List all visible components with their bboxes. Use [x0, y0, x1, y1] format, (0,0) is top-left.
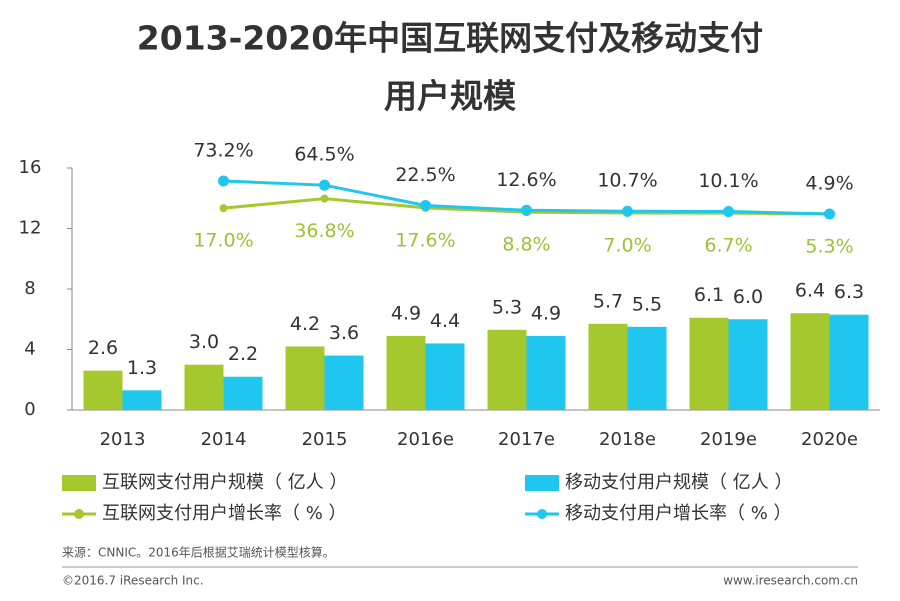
legend-label: 移动支付用户规模（ 亿人 ） [565, 472, 792, 493]
legend-swatch [537, 509, 547, 519]
bar-value-label: 2.6 [88, 337, 118, 359]
x-tick-label: 2015 [302, 429, 348, 450]
legend-swatch [525, 475, 559, 491]
line-point [521, 204, 532, 216]
bar [588, 323, 628, 410]
bar-value-label: 6.1 [694, 284, 724, 306]
chart-title: 用户规模 [384, 77, 517, 116]
bar-value-label: 4.9 [391, 302, 421, 324]
bar [184, 364, 224, 410]
source-note: 来源：CNNIC。2016年后根据艾瑞统计模型核算。 [62, 545, 335, 560]
line-value-label: 10.7% [597, 170, 657, 192]
y-tick-label: 4 [24, 339, 35, 360]
x-tick-label: 2018e [599, 429, 656, 450]
chart-title: 2013-2020年中国互联网支付及移动支付 [137, 19, 763, 58]
bar-value-label: 6.3 [834, 281, 864, 303]
x-tick-label: 2013 [100, 429, 146, 450]
x-tick-label: 2017e [498, 429, 555, 450]
bar-value-label: 6.0 [733, 286, 763, 308]
line-value-label: 4.9% [805, 173, 853, 195]
bar [829, 314, 869, 410]
y-tick-label: 12 [19, 218, 42, 239]
bar-value-label: 5.5 [632, 293, 662, 315]
y-tick-label: 0 [24, 399, 35, 420]
line-value-label: 22.5% [395, 164, 455, 186]
legend-swatch [62, 475, 96, 491]
bar [627, 326, 667, 410]
bar [386, 335, 426, 410]
website: www.iresearch.com.cn [723, 574, 858, 588]
bar-value-label: 5.3 [492, 296, 522, 318]
line-point [824, 208, 835, 220]
line-value-label: 17.6% [395, 229, 455, 251]
legend-label: 互联网支付用户增长率（ % ） [102, 503, 347, 524]
bar-value-label: 6.4 [795, 280, 825, 302]
line-point [319, 179, 330, 191]
bar [285, 346, 325, 410]
y-tick-label: 16 [19, 157, 42, 178]
bar [83, 370, 123, 410]
line-value-label: 7.0% [603, 235, 651, 257]
line-value-label: 5.3% [805, 235, 853, 257]
bar [223, 376, 263, 410]
bar [487, 329, 527, 410]
bar [689, 317, 729, 410]
bar [790, 313, 830, 410]
line-value-label: 64.5% [294, 144, 354, 166]
y-tick-label: 8 [24, 278, 35, 299]
line-value-label: 6.7% [704, 235, 752, 257]
bar [425, 343, 465, 410]
line-point [723, 206, 734, 218]
bar-value-label: 3.6 [329, 322, 359, 344]
line-value-label: 12.6% [496, 169, 556, 191]
line-point [320, 194, 329, 203]
x-tick-label: 2020e [801, 429, 858, 450]
line-point [218, 175, 229, 187]
bar-value-label: 4.2 [290, 313, 320, 335]
bar [526, 335, 566, 410]
x-tick-label: 2014 [201, 429, 247, 450]
legend-label: 互联网支付用户规模（ 亿人 ） [102, 472, 347, 493]
x-tick-label: 2016e [397, 429, 454, 450]
line-point [420, 200, 431, 212]
x-tick-label: 2019e [700, 429, 757, 450]
bar-value-label: 4.4 [430, 310, 460, 332]
bar-value-label: 5.7 [593, 290, 623, 312]
line-value-label: 10.1% [698, 170, 758, 192]
bar-value-label: 2.2 [228, 343, 258, 365]
bar [324, 355, 364, 410]
bar-value-label: 4.9 [531, 302, 561, 324]
line-value-label: 36.8% [294, 220, 354, 242]
legend-swatch [74, 509, 84, 519]
bar-value-label: 3.0 [189, 331, 219, 353]
line-value-label: 8.8% [502, 234, 550, 256]
line-point [622, 205, 633, 217]
legend-label: 移动支付用户增长率（ % ） [565, 503, 792, 524]
line-value-label: 17.0% [193, 230, 253, 252]
bar [728, 319, 768, 410]
bar [122, 390, 162, 410]
copyright: ©2016.7 iResearch Inc. [62, 574, 204, 588]
line-value-label: 73.2% [193, 139, 253, 161]
line-point [219, 204, 228, 213]
bar-value-label: 1.3 [127, 357, 157, 379]
